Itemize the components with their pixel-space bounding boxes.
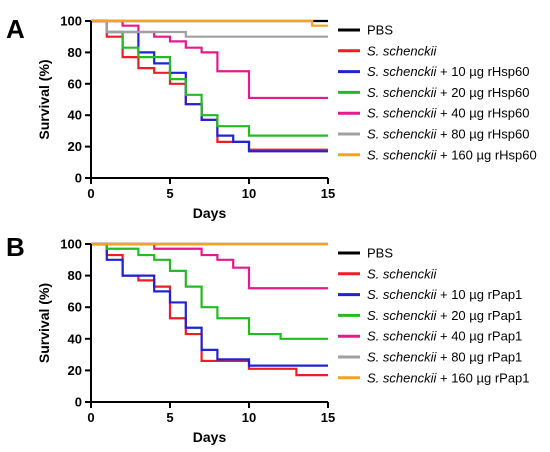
y-tick-label: 20 bbox=[68, 363, 82, 378]
x-tick-label: 10 bbox=[242, 410, 256, 425]
y-tick-label: 80 bbox=[68, 268, 82, 283]
series-line-4 bbox=[91, 19, 328, 100]
legend-entry-2: S. schenckii + 10 µg rPap1 bbox=[367, 287, 522, 302]
series-line-3 bbox=[91, 242, 328, 340]
y-axis-title: Survival (%) bbox=[36, 283, 52, 363]
x-tick-label: 0 bbox=[87, 410, 94, 425]
x-tick-label: 15 bbox=[321, 186, 335, 201]
y-tick-label: 100 bbox=[60, 14, 82, 29]
x-tick-label: 5 bbox=[166, 410, 173, 425]
legend-entry-4: S. schenckii + 40 µg rPap1 bbox=[367, 329, 522, 344]
series-line-5 bbox=[91, 19, 328, 38]
x-axis-title: Days bbox=[193, 205, 227, 221]
x-tick-label: 5 bbox=[166, 186, 173, 201]
panel-label: B bbox=[6, 232, 25, 262]
y-tick-label: 20 bbox=[68, 139, 82, 154]
chart-panel-a: A 0 20 40 60 80 100 0 5 10 15 Days Survival (%) PBS S.… bbox=[6, 14, 537, 222]
legend-entry-3: S. schenckii + 20 µg rHsp60 bbox=[367, 85, 530, 100]
y-tick-label: 80 bbox=[68, 45, 82, 60]
series-line-1 bbox=[91, 242, 328, 377]
legend-entry-0: PBS bbox=[367, 23, 393, 38]
y-tick-label: 40 bbox=[68, 331, 82, 346]
series-line-3 bbox=[91, 19, 328, 137]
legend-entry-1: S. schenckii bbox=[367, 43, 437, 58]
y-tick-label: 0 bbox=[75, 395, 82, 410]
y-axis-title: Survival (%) bbox=[36, 59, 52, 139]
y-tick-label: 0 bbox=[75, 171, 82, 186]
legend-entry-3: S. schenckii + 20 µg rPap1 bbox=[367, 308, 522, 323]
legend-entry-0: PBS bbox=[367, 246, 393, 261]
series-line-1 bbox=[91, 19, 328, 151]
chart-panel-b: B 0 20 40 60 80 100 0 5 10 15 Days Survival (%) PBS S.… bbox=[6, 232, 530, 445]
legend: PBS S. schenckii S. schenckii + 10 µg rHsp… bbox=[338, 23, 537, 162]
series-line-2 bbox=[91, 242, 328, 367]
x-tick-label: 10 bbox=[242, 186, 256, 201]
legend: PBS S. schenckii S. schenckii + 10 µg rPap… bbox=[338, 246, 530, 385]
legend-entry-4: S. schenckii + 40 µg rHsp60 bbox=[367, 106, 530, 121]
y-tick-label: 40 bbox=[68, 108, 82, 123]
legend-entry-6: S. schenckii + 160 µg rPap1 bbox=[367, 370, 530, 385]
legend-entry-5: S. schenckii + 80 µg rHsp60 bbox=[367, 127, 530, 142]
series-line-6 bbox=[91, 19, 328, 27]
series-line-4 bbox=[91, 242, 328, 290]
legend-entry-5: S. schenckii + 80 µg rPap1 bbox=[367, 350, 522, 365]
y-tick-label: 100 bbox=[60, 237, 82, 252]
y-tick-label: 60 bbox=[68, 300, 82, 315]
panel-label: A bbox=[6, 14, 25, 44]
x-tick-label: 15 bbox=[321, 410, 335, 425]
series-line-2 bbox=[91, 19, 328, 153]
legend-entry-2: S. schenckii + 10 µg rHsp60 bbox=[367, 64, 530, 79]
x-axis-title: Days bbox=[193, 429, 227, 445]
x-tick-label: 0 bbox=[87, 186, 94, 201]
y-tick-label: 60 bbox=[68, 76, 82, 91]
legend-entry-1: S. schenckii bbox=[367, 266, 437, 281]
legend-entry-6: S. schenckii + 160 µg rHsp60 bbox=[367, 147, 537, 162]
